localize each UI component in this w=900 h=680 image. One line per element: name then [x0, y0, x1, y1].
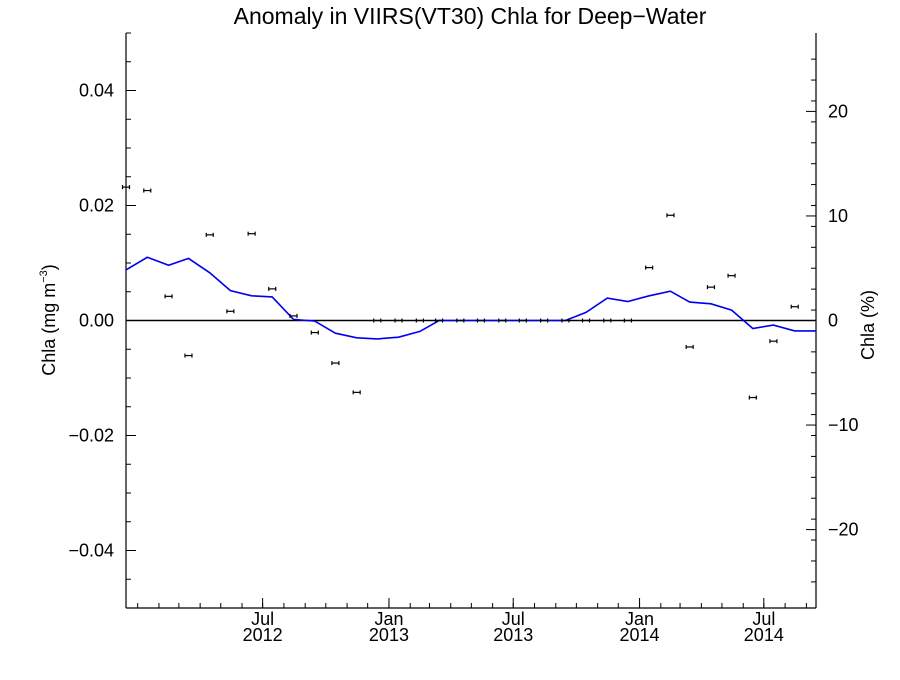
running-mean-line [125, 256, 816, 340]
anomaly-point [205, 232, 214, 237]
anomaly-point [645, 265, 654, 270]
anomaly-point [706, 285, 716, 290]
chart-title: Anomaly in VIIRS(VT30) Chla for Deep−Wat… [234, 3, 707, 29]
anomaly-point [434, 318, 444, 323]
x-tick-year-label: 2013 [493, 625, 533, 645]
anomaly-point [247, 231, 256, 236]
anomaly-point [540, 318, 549, 323]
anomaly-point [685, 344, 694, 349]
left-axis-title-main: Chla (mg m [39, 283, 59, 376]
anomaly-point [581, 318, 591, 323]
anomaly-point [289, 313, 298, 318]
anomaly-point [769, 339, 778, 344]
right-tick-label: −20 [828, 520, 859, 540]
x-tick-year-label: 2014 [620, 625, 660, 645]
anomaly-point [226, 309, 235, 314]
anomaly-point [143, 188, 152, 193]
monthly-anomaly-points [121, 185, 799, 400]
anomaly-point [331, 361, 340, 366]
left-tick-label: −0.04 [68, 541, 114, 561]
anomaly-point [498, 318, 507, 323]
anomaly-point [394, 318, 403, 323]
right-tick-label: 10 [828, 206, 848, 226]
right-axis-ticks: 20 10 0 −10 −20 [806, 58, 859, 583]
anomaly-point [476, 318, 486, 323]
anomaly-point [518, 318, 527, 323]
left-tick-label: 0.00 [79, 311, 114, 331]
right-tick-label: 20 [828, 101, 848, 121]
right-tick-label: −10 [828, 415, 859, 435]
left-tick-label: −0.02 [68, 426, 114, 446]
anomaly-point [561, 318, 570, 323]
anomaly-point [352, 390, 361, 395]
right-tick-label: 0 [828, 311, 838, 331]
x-tick-month-label: Jul [251, 609, 274, 629]
left-axis-title-close: ) [39, 264, 59, 270]
anomaly-point [748, 395, 757, 400]
left-axis-ticks: 0.04 0.02 0.00 −0.02 −0.04 [68, 32, 136, 609]
anomaly-point [666, 213, 675, 218]
left-tick-label: 0.04 [79, 81, 114, 101]
anomaly-point [184, 353, 193, 358]
x-tick-month-label: Jul [752, 609, 775, 629]
anomaly-point [603, 318, 612, 323]
x-tick-month-label: Jan [374, 609, 403, 629]
anomaly-point [456, 318, 465, 323]
anomaly-point [415, 318, 424, 323]
left-axis-title: Chla (mg m−3) [38, 264, 59, 376]
left-tick-label: 0.02 [79, 196, 114, 216]
x-tick-month-label: Jan [625, 609, 654, 629]
running-mean-polyline [125, 256, 816, 340]
right-axis-title: Chla (%) [858, 290, 878, 360]
x-tick-month-label: Jul [502, 609, 525, 629]
left-axis-title-superscript: −3 [38, 270, 50, 283]
x-tick-year-label: 2014 [744, 625, 784, 645]
anomaly-point [164, 294, 173, 299]
anomaly-point [268, 286, 277, 291]
anomaly-point [790, 304, 799, 309]
anomaly-point [623, 318, 632, 323]
anomaly-point [121, 185, 131, 190]
anomaly-point [373, 318, 382, 323]
x-tick-year-label: 2013 [369, 625, 409, 645]
anomaly-point [310, 330, 319, 335]
x-tick-year-label: 2012 [243, 625, 283, 645]
anomaly-point [727, 273, 736, 278]
